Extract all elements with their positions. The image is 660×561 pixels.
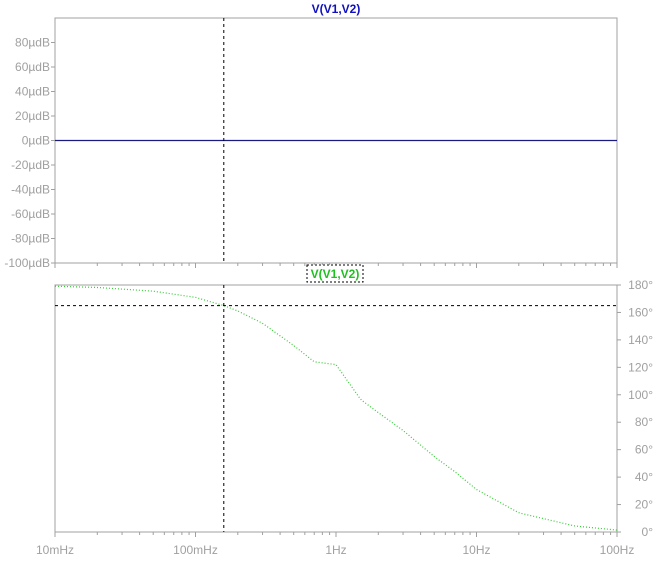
magnitude-x-ticks [54,263,618,268]
y-tick-label: -40µdB [11,183,50,197]
y-tick-label: 140° [628,333,653,347]
y-tick-label: 180° [628,278,653,292]
x-tick-label: 1Hz [325,543,346,557]
y-tick-label: 40µdB [15,85,50,99]
x-tick-label: 10mHz [36,543,74,557]
y-tick-label: 20µdB [15,109,50,123]
y-tick-label: 120° [628,360,653,374]
y-tick-label: 60° [635,443,653,457]
x-tick-label: 10Hz [462,543,490,557]
y-tick-label: 20° [635,498,653,512]
series-line [54,285,618,531]
x-tick-label: 100mHz [173,543,218,557]
y-tick-label: 0µdB [22,134,50,148]
phase-series [54,285,618,531]
phase-plot-frame [54,284,618,533]
y-tick-label: 80° [635,415,653,429]
y-tick-label: -20µdB [11,158,50,172]
y-tick-label: 100° [628,388,653,402]
y-tick-label: -60µdB [11,207,50,221]
phase-y-ticks: 180° 160° 140° 120° 100° 80° 60° 40° 20° 0° [617,278,653,539]
magnitude-y-ticks: 80µdB 60µdB 40µdB 20µdB 0µdB -20µdB -40µdB -60µ… [4,36,55,270]
y-tick-label: -100µdB [4,256,50,270]
y-tick-label: 80µdB [15,36,50,50]
magnitude-title: V(V1,V2) [312,2,361,16]
phase-pane: V(V1,V2) 180° 160° 140° 120° 100° 80° 60° 40° 20… [36,264,653,557]
phase-x-ticks: 10mHz 100mHz 1Hz 10Hz 100Hz [36,532,634,557]
y-tick-label: 160° [628,305,653,319]
magnitude-pane: V(V1,V2) 80µdB 60µdB 40µdB 20µdB 0µdB -20µdB -… [4,2,618,270]
y-tick-label: -80µdB [11,232,50,246]
phase-cursor[interactable] [55,285,617,532]
y-tick-label: 60µdB [15,60,50,74]
x-tick-label: 100Hz [600,543,635,557]
y-tick-label: 0° [642,525,654,539]
phase-title: V(V1,V2) [311,267,360,281]
y-tick-label: 40° [635,470,653,484]
phase-title-box[interactable] [306,264,364,283]
